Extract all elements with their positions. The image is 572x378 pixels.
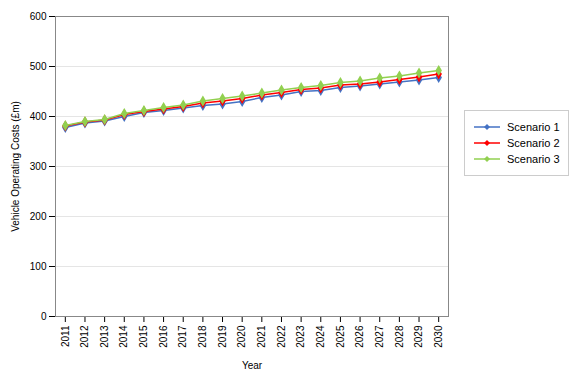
svg-text:2017: 2017 [177, 325, 188, 348]
svg-text:2027: 2027 [374, 325, 385, 348]
svg-text:0: 0 [41, 311, 47, 322]
svg-text:2018: 2018 [197, 325, 208, 348]
html-text:Scenario 3: Scenario 3 [507, 153, 560, 165]
html-text:Scenario 1: Scenario 1 [507, 121, 560, 133]
svg-text:2024: 2024 [315, 325, 326, 348]
svg-text:2021: 2021 [256, 325, 267, 348]
svg-text:2016: 2016 [158, 325, 169, 348]
svg-text:2025: 2025 [335, 325, 346, 348]
svg-text:600: 600 [30, 11, 47, 22]
svg-text:2026: 2026 [354, 325, 365, 348]
svg-text:2022: 2022 [276, 325, 287, 348]
svg-text:2030: 2030 [433, 325, 444, 348]
svg-text:200: 200 [30, 211, 47, 222]
svg-text:2028: 2028 [394, 325, 405, 348]
svg-text:2023: 2023 [295, 325, 306, 348]
svg-text:Vehicle Operating Costs (£m): Vehicle Operating Costs (£m) [10, 101, 21, 232]
svg-text:2012: 2012 [79, 325, 90, 348]
svg-text:2014: 2014 [118, 325, 129, 348]
svg-text:500: 500 [30, 61, 47, 72]
svg-text:2019: 2019 [217, 325, 228, 348]
svg-text:2015: 2015 [138, 325, 149, 348]
svg-text:2011: 2011 [60, 325, 71, 347]
html-text:Scenario 2: Scenario 2 [507, 137, 560, 149]
svg-text:400: 400 [30, 111, 47, 122]
svg-text:2029: 2029 [413, 325, 424, 348]
svg-text:300: 300 [30, 161, 47, 172]
svg-text:Year: Year [242, 360, 263, 371]
svg-text:2020: 2020 [236, 325, 247, 348]
svg-text:2013: 2013 [99, 325, 110, 348]
svg-text:100: 100 [30, 261, 47, 272]
